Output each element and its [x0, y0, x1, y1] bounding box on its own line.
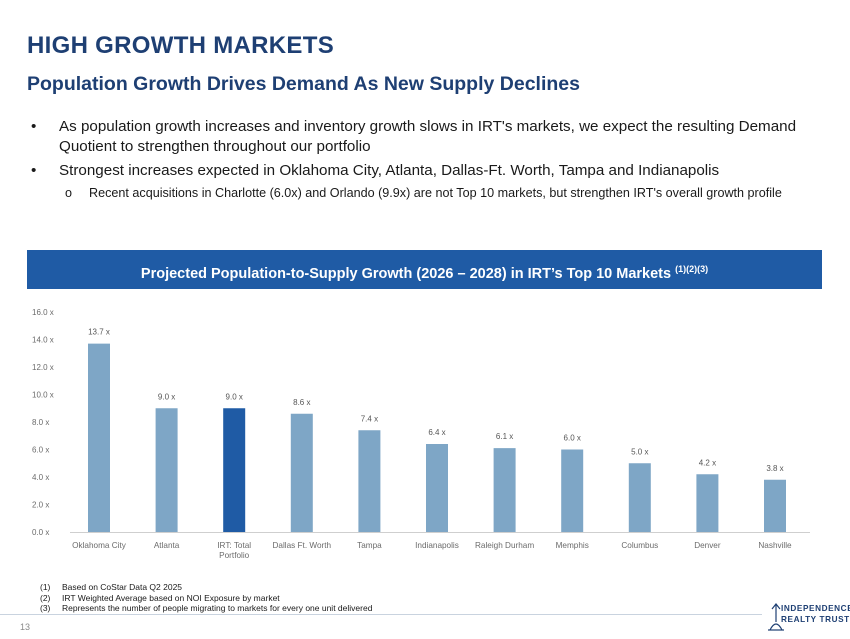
x-tick-label: Denver [694, 541, 721, 550]
bar [493, 448, 516, 532]
data-label: 7.4 x [361, 414, 378, 423]
logo-text-line1: INDEPENDENCE [781, 604, 850, 613]
logo-text-line2: REALTY TRUST [781, 615, 850, 624]
data-label: 8.6 x [293, 398, 310, 407]
footnote-number: (1) [40, 582, 51, 592]
y-tick-label: 0.0 x [32, 528, 49, 537]
footer-divider [0, 614, 762, 615]
footnote-1: (1) Based on CoStar Data Q2 2025 [40, 582, 372, 593]
bar-chart: 0.0 x 2.0 x 4.0 x 6.0 x 8.0 x 10.0 x 12.0 x 14.… [32, 308, 810, 560]
data-label: 5.0 x [631, 447, 648, 456]
x-tick-label: Memphis [556, 541, 589, 550]
bar [223, 408, 246, 532]
bullet-marker: • [31, 162, 37, 179]
x-tick-label: Raleigh Durham [475, 541, 534, 550]
bar [426, 444, 448, 532]
bullet-text: As population growth increases and inven… [59, 118, 797, 155]
bar [358, 430, 381, 532]
data-label: 6.4 x [428, 428, 445, 437]
footnotes: (1) Based on CoStar Data Q2 2025 (2) IRT W… [40, 582, 372, 614]
x-tick-label: Nashville [758, 541, 792, 550]
data-label: 3.8 x [766, 464, 783, 473]
data-label: 4.2 x [699, 458, 716, 467]
footnote-text: Represents the number of people migratin… [62, 603, 373, 613]
y-tick-label: 8.0 x [32, 418, 49, 427]
footnote-3: (3) Represents the number of people migra… [40, 603, 372, 614]
data-label: 6.1 x [496, 432, 513, 441]
footnote-text: Based on CoStar Data Q2 2025 [62, 582, 183, 592]
sub-bullet-text: Recent acquisitions in Charlotte (6.0x) … [89, 186, 782, 200]
sub-bullet-item: o Recent acquisitions in Charlotte (6.0x… [27, 185, 827, 202]
chart-banner-footnote-refs: (1)(2)(3) [675, 264, 709, 274]
y-tick-label: 6.0 x [32, 446, 49, 455]
bar [290, 413, 313, 532]
bullet-item: • As population growth increases and inv… [27, 117, 827, 157]
x-tick-label: Portfolio [219, 551, 249, 560]
data-label: 6.0 x [564, 434, 581, 443]
data-label: 9.0 x [158, 392, 175, 401]
slide-subtitle: Population Growth Drives Demand As New S… [27, 73, 580, 95]
page-number: 13 [20, 622, 31, 632]
bullet-list: • As population growth increases and inv… [27, 117, 827, 202]
footnote-text: IRT Weighted Average based on NOI Exposu… [62, 592, 280, 603]
sub-bullet-marker: o [65, 186, 73, 200]
company-logo-icon [768, 603, 784, 631]
x-tick-label: Columbus [621, 541, 658, 550]
y-tick-label: 14.0 x [32, 336, 54, 345]
bar [764, 479, 786, 532]
chart-banner-title: Projected Population-to-Supply Growth (2… [140, 266, 672, 282]
data-label: 13.7 x [88, 328, 110, 337]
y-tick-label: 10.0 x [32, 391, 54, 400]
bullet-item: • Strongest increases expected in Oklaho… [27, 161, 827, 181]
footnote-2: (2) IRT Weighted Average based on NOI Exp… [40, 593, 372, 604]
bar [628, 463, 651, 532]
y-tick-label: 16.0 x [32, 308, 54, 317]
y-tick-label: 12.0 x [32, 363, 54, 372]
bar [561, 449, 584, 532]
bar [88, 343, 110, 532]
y-tick-label: 2.0 x [32, 501, 49, 510]
bullet-text: Strongest increases expected in Oklahoma… [59, 162, 720, 179]
footnote-number: (3) [40, 603, 51, 613]
x-tick-label: Indianapolis [415, 541, 459, 550]
slide-title: HIGH GROWTH MARKETS [27, 32, 335, 59]
y-tick-label: 4.0 x [32, 473, 49, 482]
x-tick-label: IRT: Total [217, 541, 251, 550]
bullet-marker: • [31, 118, 37, 135]
x-tick-label: Tampa [357, 541, 382, 550]
x-tick-label: Atlanta [154, 541, 180, 550]
footnote-number: (2) [40, 592, 51, 603]
x-tick-label: Oklahoma City [72, 541, 127, 550]
x-tick-label: Dallas Ft. Worth [273, 541, 332, 550]
bar [155, 408, 178, 532]
bar [696, 474, 719, 532]
chart-banner: Projected Population-to-Supply Growth (2… [27, 250, 822, 289]
data-label: 9.0 x [226, 392, 243, 401]
